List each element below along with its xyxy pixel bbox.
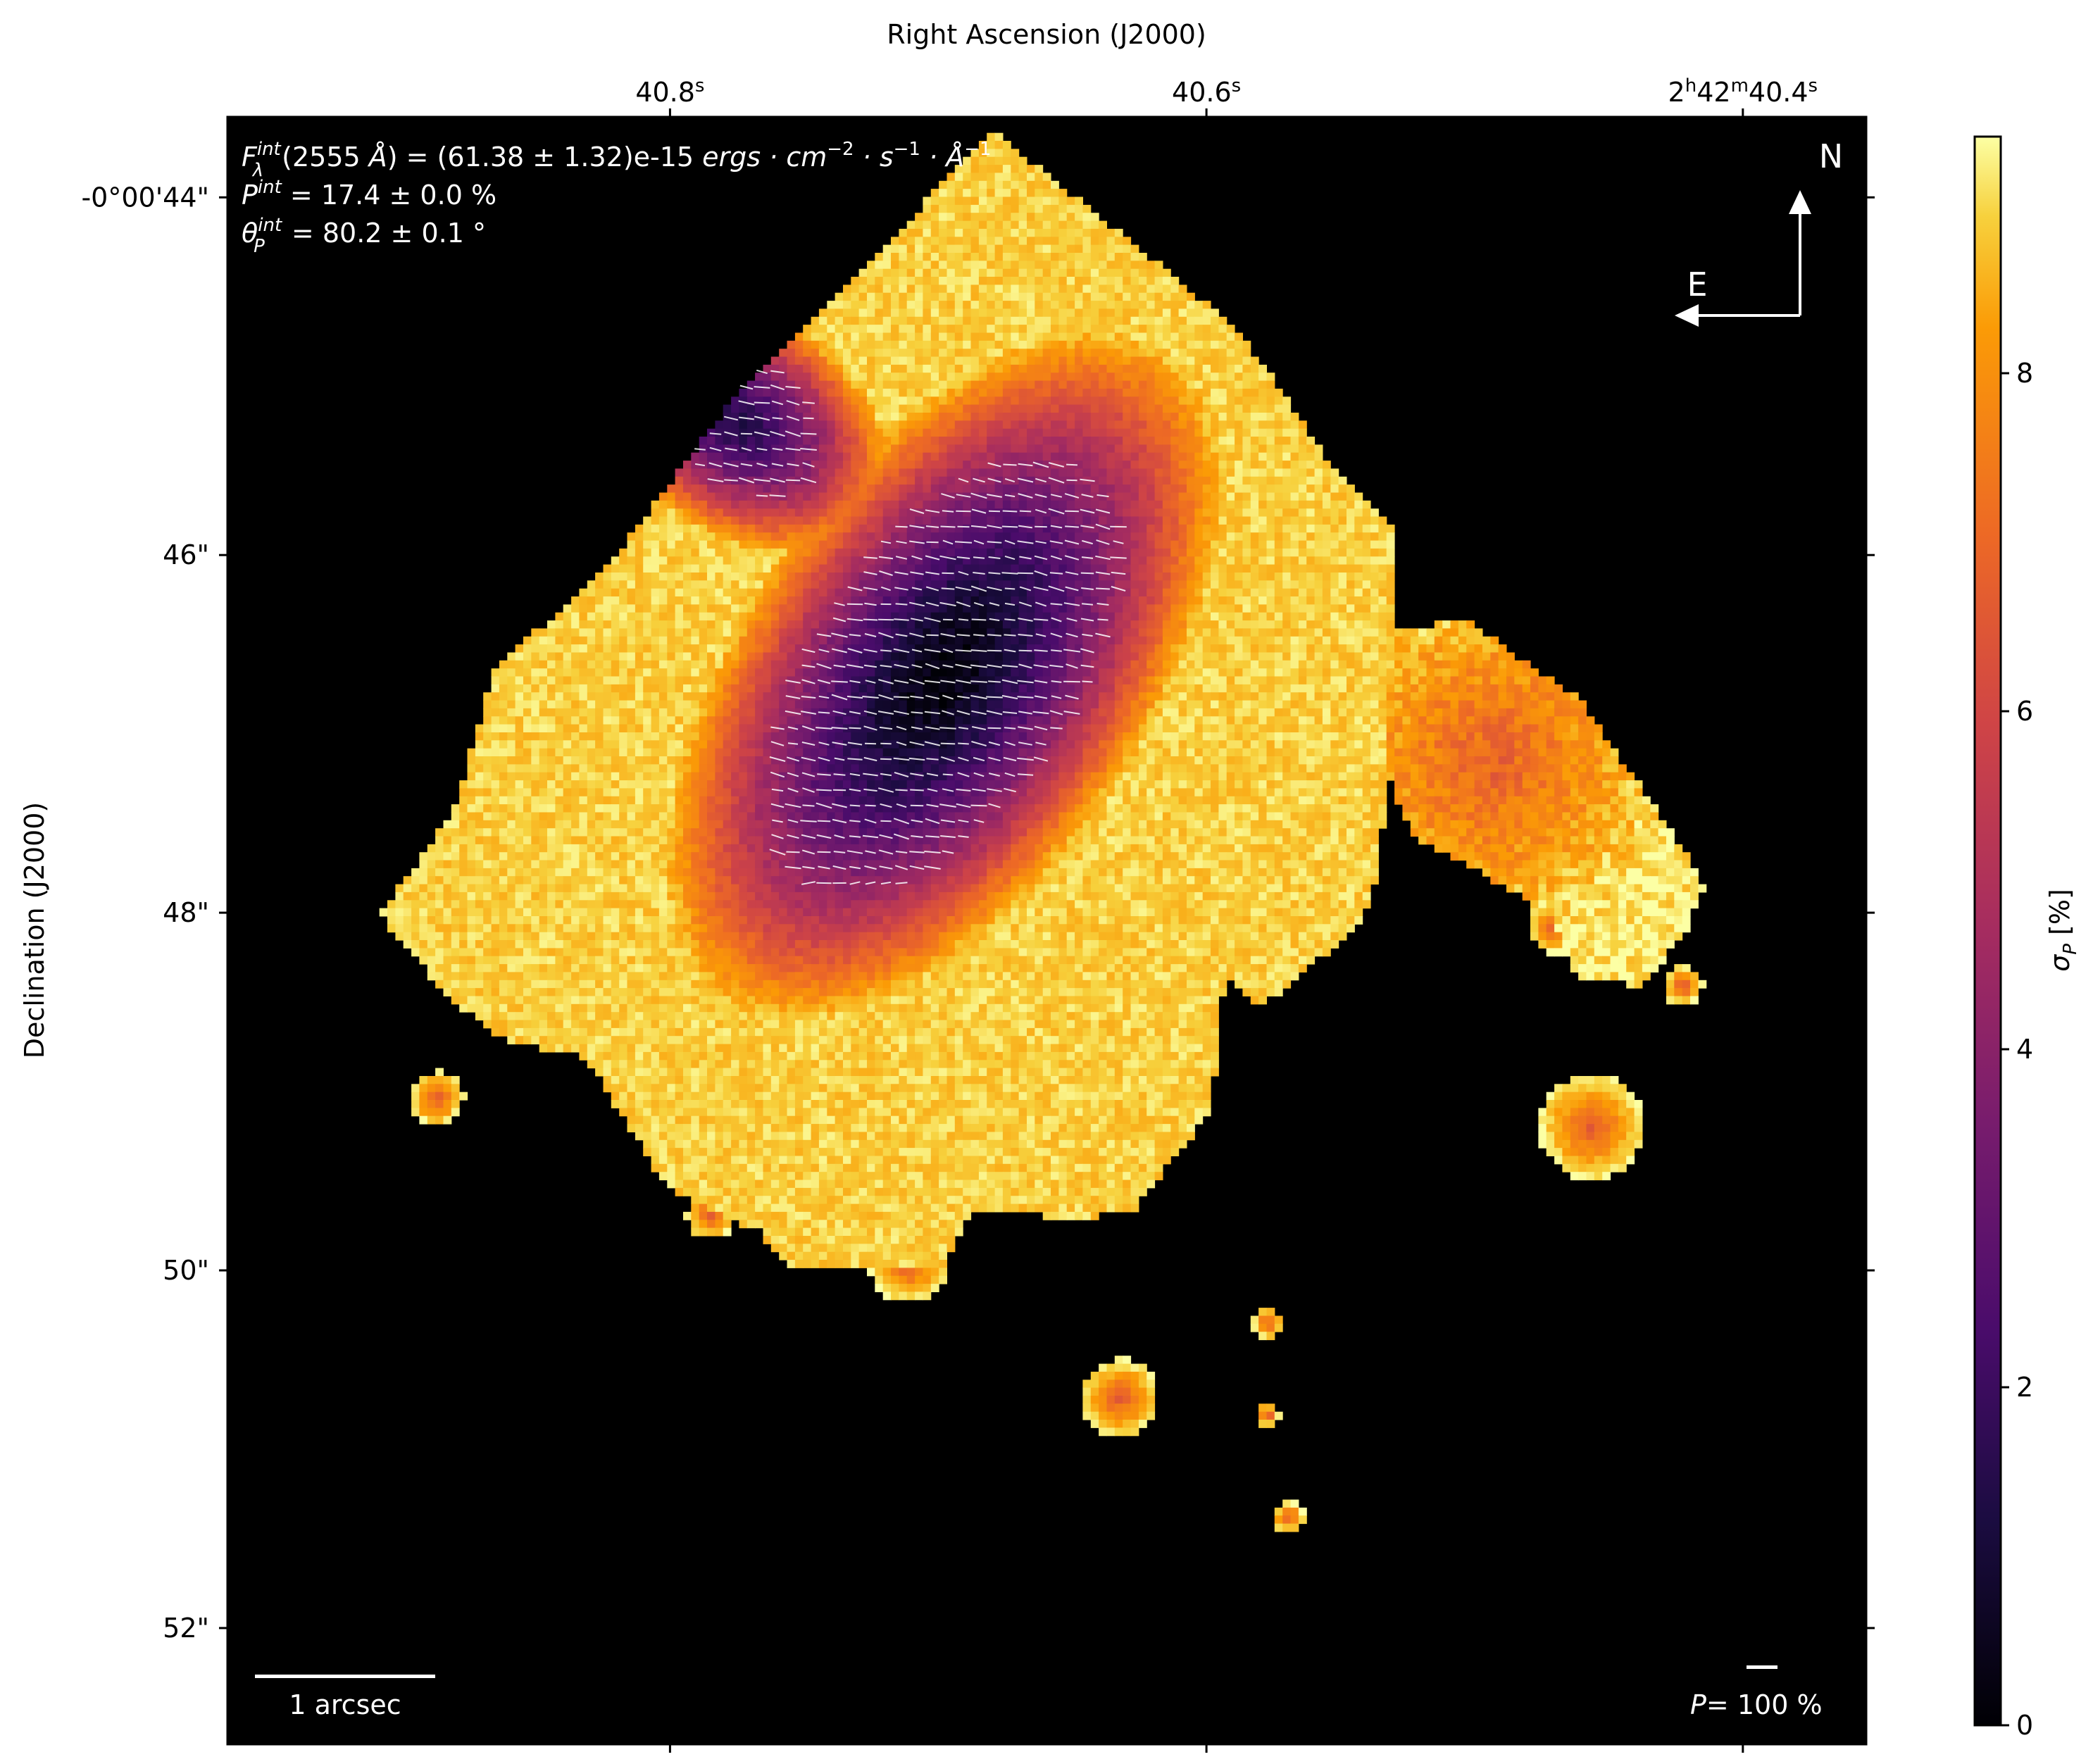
colorbar-tick-label: 4 (2016, 1034, 2033, 1065)
polarization-scale-label: = 100 % (1706, 1689, 1823, 1720)
x-tick-label: 40.8s (635, 75, 704, 108)
x-tick-label: 40.6s (1172, 75, 1241, 108)
colorbar-tick-label: 0 (2016, 1710, 2033, 1741)
x-axis-label: Right Ascension (J2000) (887, 19, 1206, 50)
colorbar-gradient (1975, 137, 2001, 1725)
compass-east-arrowhead (1675, 304, 1699, 327)
polarization-scale-symbol: P (1690, 1689, 1706, 1720)
y-tick-label: 50" (163, 1255, 209, 1286)
colorbar-tick-label: 6 (2016, 696, 2033, 727)
scale-bar-line (255, 1675, 435, 1678)
colorbar-tick-label: 8 (2016, 358, 2033, 389)
y-tick-label: 48" (163, 897, 209, 928)
y-axis-ticks: -0°00'44" 46" 48" 50" 52" (81, 182, 1875, 1644)
polarization-vectors (694, 369, 1127, 885)
y-tick-label: 46" (163, 539, 209, 570)
x-tick-label: 2h42m40.4s (1668, 75, 1818, 108)
scale-bar-label: 1 arcsec (289, 1689, 401, 1720)
colorbar-frame (1973, 135, 2002, 1727)
colorbar-label: σP [%] (2044, 889, 2081, 972)
flux-annotation: Fint λ (2555 Å) = (61.38 ± 1.32)e-15 ergs … (242, 139, 992, 181)
colorbar-tick-label: 2 (2016, 1372, 2033, 1403)
polarization-annotation: Pint = 17.4 ± 0.0 % (242, 177, 496, 211)
y-tick-label: -0°00'44" (81, 182, 209, 213)
y-axis-label: Declination (J2000) (19, 802, 50, 1058)
sigma-p-heatmap (379, 132, 1707, 1532)
compass-north-label: N (1819, 137, 1843, 175)
polarization-scale-bar (1747, 1665, 1778, 1669)
compass: N E (1675, 137, 1843, 327)
angular-scale-bar: 1 arcsec (255, 1675, 435, 1720)
colorbar-ticks: 0 2 4 6 8 (2001, 358, 2033, 1741)
flux-symbol: F (242, 142, 258, 173)
compass-north-arrowhead (1789, 190, 1811, 214)
angle-annotation: θint P = 80.2 ± 0.1 ° (242, 215, 486, 257)
polarization-scale: P= 100 % (1690, 1665, 1823, 1720)
colorbar: 0 2 4 6 8 σP [%] (1973, 135, 2081, 1741)
plot-frame (226, 115, 1868, 1746)
y-tick-label: 52" (163, 1613, 209, 1644)
compass-east-label: E (1687, 265, 1707, 304)
x-axis-ticks: 40.8s 40.6s 2h42m40.4s (635, 75, 1818, 1753)
